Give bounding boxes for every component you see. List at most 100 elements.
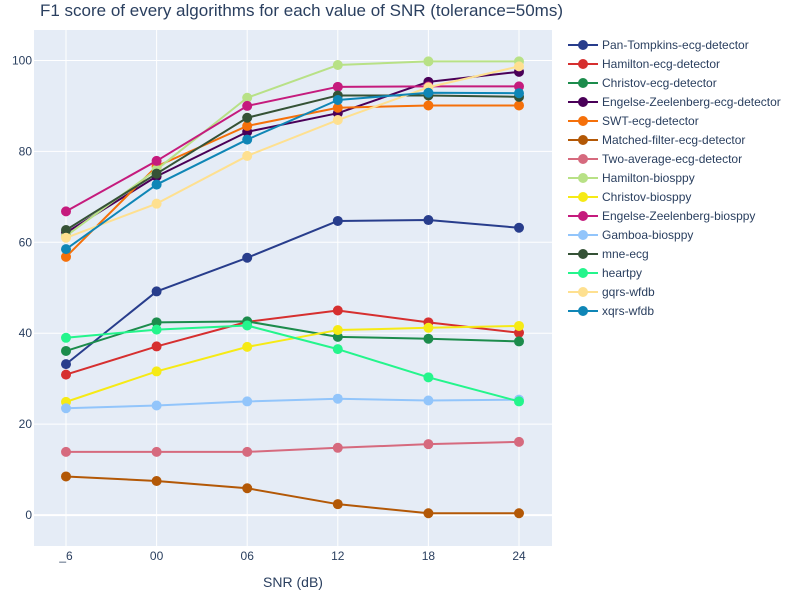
- data-point[interactable]: [151, 366, 162, 377]
- legend-item[interactable]: Hamilton-biosppy: [568, 171, 695, 185]
- data-point[interactable]: [242, 112, 253, 123]
- data-point[interactable]: [242, 446, 253, 457]
- data-point[interactable]: [423, 322, 434, 333]
- data-point[interactable]: [242, 320, 253, 331]
- legend-label: Christov-biosppy: [602, 190, 691, 204]
- data-point[interactable]: [332, 305, 343, 316]
- data-point[interactable]: [423, 87, 434, 98]
- legend-item[interactable]: Christov-ecg-detector: [568, 76, 717, 90]
- data-point[interactable]: [151, 198, 162, 209]
- data-point[interactable]: [514, 508, 524, 519]
- data-point[interactable]: [332, 325, 343, 336]
- data-point[interactable]: [151, 286, 162, 297]
- legend-item[interactable]: Engelse-Zeelenberg-biosppy: [568, 209, 755, 223]
- data-point[interactable]: [242, 341, 253, 352]
- data-point[interactable]: [514, 320, 524, 331]
- data-point[interactable]: [151, 179, 162, 190]
- data-point[interactable]: [242, 483, 253, 494]
- data-point[interactable]: [332, 81, 343, 92]
- data-point[interactable]: [514, 336, 524, 347]
- data-point[interactable]: [242, 92, 253, 103]
- data-point[interactable]: [514, 61, 524, 72]
- data-point[interactable]: [61, 403, 71, 414]
- data-point[interactable]: [423, 333, 434, 344]
- data-point[interactable]: [332, 95, 343, 106]
- data-point[interactable]: [151, 475, 162, 486]
- data-point[interactable]: [242, 150, 253, 161]
- data-point[interactable]: [242, 396, 253, 407]
- data-point[interactable]: [332, 102, 343, 113]
- data-point[interactable]: [61, 225, 71, 236]
- series-line: [65, 70, 520, 234]
- data-point[interactable]: [151, 400, 162, 411]
- data-point[interactable]: [61, 345, 71, 356]
- data-point[interactable]: [514, 100, 524, 111]
- data-point[interactable]: [151, 341, 162, 352]
- data-point[interactable]: [151, 446, 162, 457]
- legend-item[interactable]: Engelse-Zeelenberg-ecg-detector: [568, 95, 781, 109]
- data-point[interactable]: [332, 215, 343, 226]
- data-point[interactable]: [242, 120, 253, 131]
- data-point[interactable]: [423, 215, 434, 226]
- data-point[interactable]: [514, 396, 524, 407]
- legend-item[interactable]: mne-ecg: [568, 247, 649, 261]
- data-point[interactable]: [61, 232, 71, 243]
- data-point[interactable]: [514, 88, 524, 99]
- data-point[interactable]: [332, 344, 343, 355]
- legend-item[interactable]: xqrs-wfdb: [568, 304, 654, 318]
- data-point[interactable]: [423, 100, 434, 111]
- legend-label: Engelse-Zeelenberg-biosppy: [602, 209, 755, 223]
- series-line: [65, 324, 520, 403]
- series: [61, 320, 524, 407]
- data-point[interactable]: [332, 499, 343, 510]
- data-point[interactable]: [242, 100, 253, 111]
- data-point[interactable]: [61, 446, 71, 457]
- data-point[interactable]: [242, 252, 253, 263]
- legend-item[interactable]: Two-average-ecg-detector: [568, 152, 742, 166]
- data-point[interactable]: [151, 317, 162, 328]
- data-point[interactable]: [332, 60, 343, 71]
- data-point[interactable]: [423, 56, 434, 67]
- legend-label: Engelse-Zeelenberg-ecg-detector: [602, 95, 781, 109]
- legend-item[interactable]: gqrs-wfdb: [568, 285, 655, 299]
- data-point[interactable]: [332, 115, 343, 126]
- x-tick-label: 06: [241, 549, 255, 563]
- legend-item[interactable]: Pan-Tompkins-ecg-detector: [568, 38, 749, 52]
- data-point[interactable]: [61, 369, 71, 380]
- data-point[interactable]: [423, 508, 434, 519]
- data-point[interactable]: [61, 244, 71, 255]
- data-point[interactable]: [151, 324, 162, 335]
- y-tick-label: 0: [25, 508, 32, 522]
- legend-item[interactable]: Christov-biosppy: [568, 190, 691, 204]
- data-point[interactable]: [514, 222, 524, 233]
- legend-marker-swatch: [578, 192, 588, 202]
- legend-label: Hamilton-ecg-detector: [602, 57, 720, 71]
- data-point[interactable]: [332, 393, 343, 404]
- data-point[interactable]: [332, 442, 343, 453]
- data-point[interactable]: [423, 395, 434, 406]
- legend-marker-swatch: [578, 211, 588, 221]
- legend-item[interactable]: heartpy: [568, 266, 642, 280]
- data-point[interactable]: [61, 332, 71, 343]
- legend-item[interactable]: Hamilton-ecg-detector: [568, 57, 720, 71]
- data-point[interactable]: [423, 439, 434, 450]
- data-point[interactable]: [151, 168, 162, 179]
- series: [61, 471, 524, 519]
- data-point[interactable]: [61, 251, 71, 262]
- series: [61, 320, 524, 407]
- legend-item[interactable]: SWT-ecg-detector: [568, 114, 699, 128]
- legend-item[interactable]: Matched-filter-ecg-detector: [568, 133, 745, 147]
- series-line: [65, 65, 520, 239]
- series: [61, 316, 524, 356]
- data-point[interactable]: [514, 436, 524, 447]
- data-point[interactable]: [61, 359, 71, 370]
- data-point[interactable]: [423, 372, 434, 383]
- legend-item[interactable]: Gamboa-biosppy: [568, 228, 693, 242]
- x-tick-label: 00: [150, 549, 164, 563]
- data-point[interactable]: [151, 155, 162, 166]
- data-point[interactable]: [242, 134, 253, 145]
- data-point[interactable]: [61, 206, 71, 217]
- legend-marker-swatch: [578, 287, 588, 297]
- data-point[interactable]: [61, 471, 71, 482]
- series-line: [65, 85, 519, 213]
